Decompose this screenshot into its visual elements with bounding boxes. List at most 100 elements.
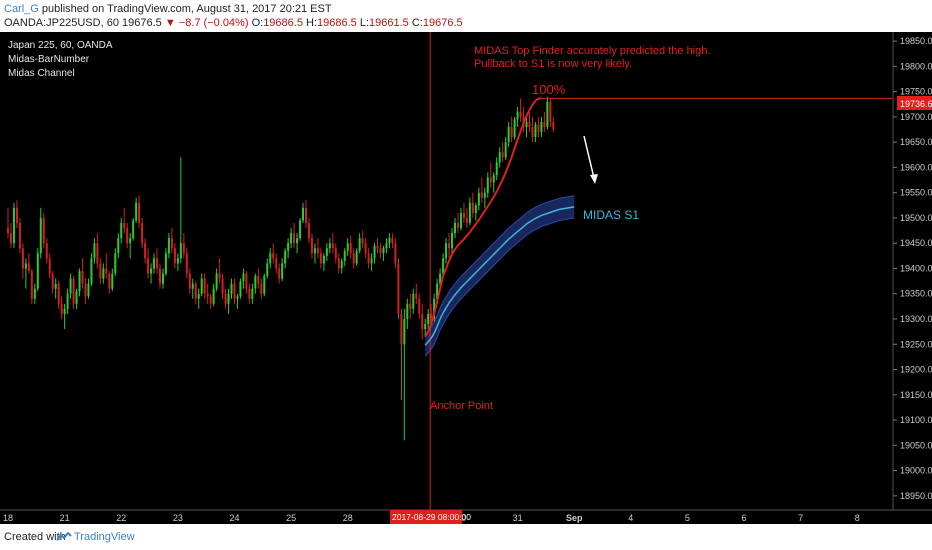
candle-body xyxy=(99,263,102,279)
candle-body xyxy=(519,111,522,117)
candle-body xyxy=(132,220,135,239)
candle-body xyxy=(328,243,331,249)
candle-body xyxy=(278,268,281,279)
candle-body xyxy=(373,245,376,259)
s1-band-upper xyxy=(424,195,575,335)
price-tag: 19736.6 xyxy=(900,99,932,109)
candle-body xyxy=(465,217,468,223)
candle-body xyxy=(182,243,185,254)
last-price: 19676.5 xyxy=(122,17,162,29)
candle-body xyxy=(549,101,552,122)
candle-body xyxy=(281,263,284,279)
candle-body xyxy=(251,288,254,299)
candle-body xyxy=(203,278,206,294)
note-line-2: Pullback to S1 is now very likely. xyxy=(474,58,632,70)
candle-body xyxy=(242,273,245,282)
x-tick-label: 8 xyxy=(855,513,860,523)
candle-body xyxy=(111,273,114,289)
candle-body xyxy=(340,260,343,269)
tradingview-logo-icon xyxy=(56,532,72,541)
y-tick-label: 19050.0 xyxy=(900,440,932,450)
y-tick-label: 19500.0 xyxy=(900,213,932,223)
x-tick-label: 21 xyxy=(60,513,70,523)
candle-body xyxy=(120,222,123,239)
y-tick-label: 19450.0 xyxy=(900,238,932,248)
candle-body xyxy=(454,222,456,234)
x-tick-label: 31 xyxy=(513,513,523,523)
candle-body xyxy=(546,101,549,127)
candle-body xyxy=(319,253,322,264)
close-label: C: xyxy=(411,17,423,29)
candle-body xyxy=(436,283,439,299)
x-tick-label: 22 xyxy=(116,513,126,523)
candle-body xyxy=(477,192,480,206)
tradingview-link[interactable]: TradingView xyxy=(74,531,135,543)
publish-info: published on TradingView.com, August 31,… xyxy=(41,3,332,15)
midas-channel-band xyxy=(424,195,575,357)
candle-body xyxy=(269,253,272,264)
candle-body xyxy=(48,258,51,274)
candle-body xyxy=(528,121,531,127)
chart-area[interactable]: 19850.0 19800.0 19750.0 19700.0 19650.0 19600… xyxy=(0,32,932,524)
candle-body xyxy=(7,228,9,234)
candle-body xyxy=(290,233,293,244)
high-label: H: xyxy=(306,17,318,29)
s1-band-area xyxy=(425,195,575,357)
candle-body xyxy=(257,276,260,284)
x-tick-label: 28 xyxy=(343,513,353,523)
candle-body xyxy=(439,273,442,284)
candle-body xyxy=(179,243,182,259)
price-chart[interactable]: 19850.0 19800.0 19750.0 19700.0 19650.0 19600… xyxy=(0,32,932,524)
candle-body xyxy=(427,313,430,325)
s1-label: MIDAS S1 xyxy=(583,208,639,222)
candle-body xyxy=(15,207,18,223)
candle-body xyxy=(36,253,39,289)
y-tick-label: 19250.0 xyxy=(900,339,932,349)
y-tick-label: 18950.0 xyxy=(900,491,932,501)
candle-body xyxy=(486,177,489,193)
s1-line xyxy=(424,206,575,346)
candle-body xyxy=(462,212,465,218)
candle-body xyxy=(93,243,96,259)
candle-body xyxy=(540,121,543,133)
candle-body xyxy=(164,253,167,274)
candle-body xyxy=(305,207,307,223)
y-tick-label: 19200.0 xyxy=(900,365,932,375)
y-tick-label: 19400.0 xyxy=(900,263,932,273)
price-tag-box xyxy=(897,96,932,110)
axes: 19850.0 19800.0 19750.0 19700.0 19650.0 19600… xyxy=(0,32,932,523)
candle-body xyxy=(370,258,373,264)
candle-body xyxy=(57,283,60,304)
author-link[interactable]: Carl_G xyxy=(4,3,39,15)
candle-body xyxy=(144,243,147,259)
x-tick-label: 24 xyxy=(229,513,239,523)
candle-body xyxy=(358,238,361,251)
x-tick-label: 6 xyxy=(742,513,747,523)
candle-body xyxy=(66,293,69,309)
y-tick-label: 19650.0 xyxy=(900,137,932,147)
candle-body xyxy=(18,222,21,249)
candle-body xyxy=(87,283,90,297)
candle-body xyxy=(123,222,126,229)
y-tick-label: 19100.0 xyxy=(900,415,932,425)
candle-body xyxy=(24,263,27,269)
candle-body xyxy=(194,283,197,299)
candle-body xyxy=(156,258,158,269)
candles xyxy=(7,96,555,441)
candle-body xyxy=(364,243,367,254)
high-value: 19686.5 xyxy=(317,17,357,29)
candle-body xyxy=(376,245,379,249)
candle-body xyxy=(45,243,48,259)
low-value: 19661.5 xyxy=(369,17,409,29)
candle-body xyxy=(445,243,448,259)
candle-body xyxy=(185,253,188,274)
pullback-arrow-shaft xyxy=(583,135,595,179)
legend-barnumber: Midas-BarNumber xyxy=(8,54,90,65)
candle-body xyxy=(200,278,203,294)
candle-body xyxy=(161,273,164,284)
candle-body xyxy=(209,296,212,304)
created-with-label: Created with xyxy=(4,531,66,543)
candle-body xyxy=(245,273,248,289)
candle-body xyxy=(287,243,290,251)
y-tick-label: 19000.0 xyxy=(900,466,932,476)
